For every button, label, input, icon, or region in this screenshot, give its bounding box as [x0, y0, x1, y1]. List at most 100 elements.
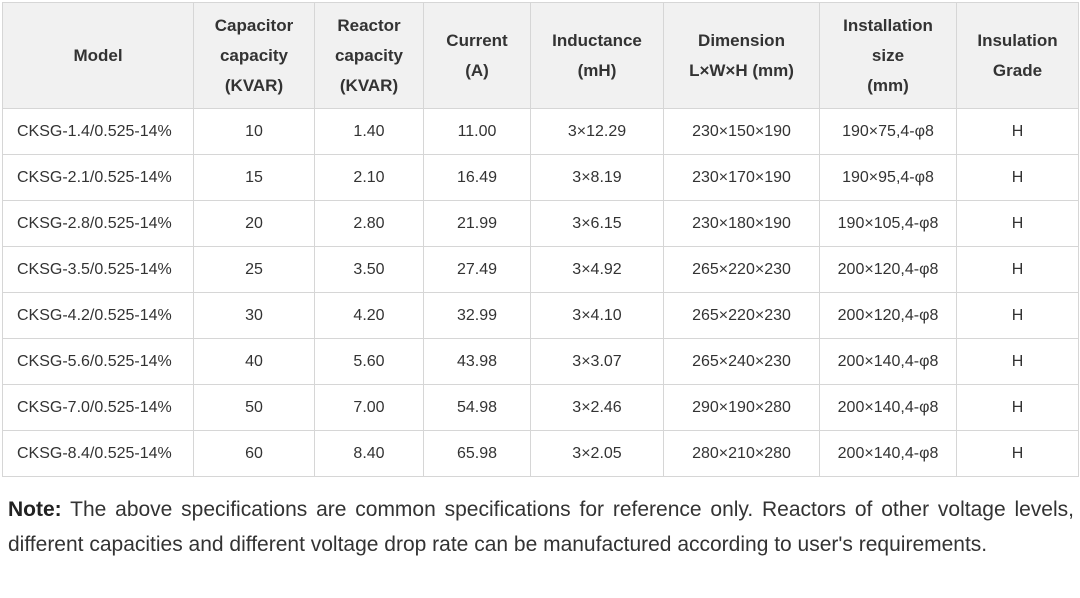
cell-dimension: 230×150×190 [663, 108, 820, 155]
cell-reactor-capacity: 4.20 [314, 292, 424, 339]
cell-installation-size: 200×120,4-φ8 [819, 246, 957, 293]
cell-installation-size: 200×140,4-φ8 [819, 430, 957, 477]
cell-insulation-grade: H [956, 384, 1079, 431]
cell-current: 32.99 [423, 292, 531, 339]
note-label: Note: [8, 498, 62, 521]
cell-capacitor-capacity: 20 [193, 200, 315, 247]
cell-model: CKSG-8.4/0.525-14% [2, 430, 194, 477]
cell-capacitor-capacity: 10 [193, 108, 315, 155]
cell-current: 65.98 [423, 430, 531, 477]
table-row: CKSG-8.4/0.525-14% 60 8.40 65.98 3×2.05 280×2… [2, 430, 1079, 477]
cell-dimension: 265×220×230 [663, 246, 820, 293]
column-header-line: Insulation [977, 30, 1058, 50]
cell-dimension: 265×220×230 [663, 292, 820, 339]
cell-current: 21.99 [423, 200, 531, 247]
cell-inductance: 3×2.05 [530, 430, 664, 477]
table-row: CKSG-7.0/0.525-14% 50 7.00 54.98 3×2.46 290×1… [2, 384, 1079, 431]
cell-inductance: 3×8.19 [530, 154, 664, 201]
note-text: The above specifications are common spec… [8, 498, 1074, 556]
cell-installation-size: 190×95,4-φ8 [819, 154, 957, 201]
note-paragraph: Note: The above specifications are commo… [8, 493, 1074, 562]
table-row: CKSG-2.8/0.525-14% 20 2.80 21.99 3×6.15 230×1… [2, 200, 1079, 247]
cell-capacitor-capacity: 40 [193, 338, 315, 385]
column-header-installation-size: Installation size (mm) [819, 2, 957, 109]
column-header-line: Grade [992, 60, 1043, 80]
cell-model: CKSG-4.2/0.525-14% [2, 292, 194, 339]
cell-capacitor-capacity: 50 [193, 384, 315, 431]
cell-capacitor-capacity: 15 [193, 154, 315, 201]
column-header-line: (KVAR) [339, 75, 399, 95]
cell-installation-size: 190×75,4-φ8 [819, 108, 957, 155]
table-header: Model Capacitor capacity (KVAR) Reactor capac… [2, 2, 1079, 109]
cell-reactor-capacity: 8.40 [314, 430, 424, 477]
cell-inductance: 3×4.92 [530, 246, 664, 293]
cell-insulation-grade: H [956, 200, 1079, 247]
cell-current: 11.00 [423, 108, 531, 155]
cell-current: 43.98 [423, 338, 531, 385]
cell-installation-size: 200×120,4-φ8 [819, 292, 957, 339]
cell-current: 16.49 [423, 154, 531, 201]
cell-current: 27.49 [423, 246, 531, 293]
cell-model: CKSG-3.5/0.525-14% [2, 246, 194, 293]
column-header-line: (A) [465, 60, 489, 80]
column-header-line: Reactor [337, 15, 401, 35]
cell-capacitor-capacity: 25 [193, 246, 315, 293]
cell-insulation-grade: H [956, 338, 1079, 385]
cell-reactor-capacity: 1.40 [314, 108, 424, 155]
table-row: CKSG-2.1/0.525-14% 15 2.10 16.49 3×8.19 230×1… [2, 154, 1079, 201]
cell-dimension: 230×170×190 [663, 154, 820, 201]
cell-installation-size: 200×140,4-φ8 [819, 384, 957, 431]
column-header-reactor-capacity: Reactor capacity (KVAR) [314, 2, 424, 109]
column-header-current: Current (A) [423, 2, 531, 109]
cell-insulation-grade: H [956, 430, 1079, 477]
cell-inductance: 3×6.15 [530, 200, 664, 247]
column-header-line: Dimension [698, 30, 785, 50]
cell-inductance: 3×2.46 [530, 384, 664, 431]
table-body: CKSG-1.4/0.525-14% 10 1.40 11.00 3×12.29 230×… [2, 108, 1079, 477]
cell-dimension: 290×190×280 [663, 384, 820, 431]
column-header-line: Model [73, 45, 123, 65]
table-row: CKSG-3.5/0.525-14% 25 3.50 27.49 3×4.92 265×2… [2, 246, 1079, 293]
cell-capacitor-capacity: 60 [193, 430, 315, 477]
cell-reactor-capacity: 5.60 [314, 338, 424, 385]
cell-insulation-grade: H [956, 154, 1079, 201]
column-header-line: Capacitor [214, 15, 294, 35]
cell-model: CKSG-5.6/0.525-14% [2, 338, 194, 385]
cell-inductance: 3×12.29 [530, 108, 664, 155]
cell-reactor-capacity: 2.80 [314, 200, 424, 247]
column-header-model: Model [2, 2, 194, 109]
cell-model: CKSG-7.0/0.525-14% [2, 384, 194, 431]
column-header-insulation-grade: Insulation Grade [956, 2, 1079, 109]
cell-reactor-capacity: 7.00 [314, 384, 424, 431]
column-header-line: capacity [219, 45, 289, 65]
cell-dimension: 230×180×190 [663, 200, 820, 247]
table-row: CKSG-1.4/0.525-14% 10 1.40 11.00 3×12.29 230×… [2, 108, 1079, 155]
cell-installation-size: 200×140,4-φ8 [819, 338, 957, 385]
cell-model: CKSG-1.4/0.525-14% [2, 108, 194, 155]
cell-model: CKSG-2.1/0.525-14% [2, 154, 194, 201]
header-row: Model Capacitor capacity (KVAR) Reactor capac… [2, 2, 1079, 109]
table-row: CKSG-5.6/0.525-14% 40 5.60 43.98 3×3.07 265×2… [2, 338, 1079, 385]
column-header-line: Current [446, 30, 508, 50]
column-header-capacitor-capacity: Capacitor capacity (KVAR) [193, 2, 315, 109]
column-header-line: Inductance [552, 30, 642, 50]
column-header-inductance: Inductance (mH) [530, 2, 664, 109]
cell-current: 54.98 [423, 384, 531, 431]
cell-inductance: 3×3.07 [530, 338, 664, 385]
cell-inductance: 3×4.10 [530, 292, 664, 339]
cell-reactor-capacity: 3.50 [314, 246, 424, 293]
column-header-line: L×W×H (mm) [689, 60, 794, 80]
column-header-line: (mH) [577, 60, 617, 80]
column-header-line: size [871, 45, 905, 65]
column-header-line: (mm) [867, 75, 909, 95]
column-header-line: (KVAR) [224, 75, 284, 95]
cell-reactor-capacity: 2.10 [314, 154, 424, 201]
table-row: CKSG-4.2/0.525-14% 30 4.20 32.99 3×4.10 265×2… [2, 292, 1079, 339]
column-header-dimension: Dimension L×W×H (mm) [663, 2, 820, 109]
cell-insulation-grade: H [956, 108, 1079, 155]
cell-model: CKSG-2.8/0.525-14% [2, 200, 194, 247]
cell-dimension: 265×240×230 [663, 338, 820, 385]
column-header-line: capacity [334, 45, 404, 65]
cell-insulation-grade: H [956, 292, 1079, 339]
column-header-line: Installation [843, 15, 933, 35]
